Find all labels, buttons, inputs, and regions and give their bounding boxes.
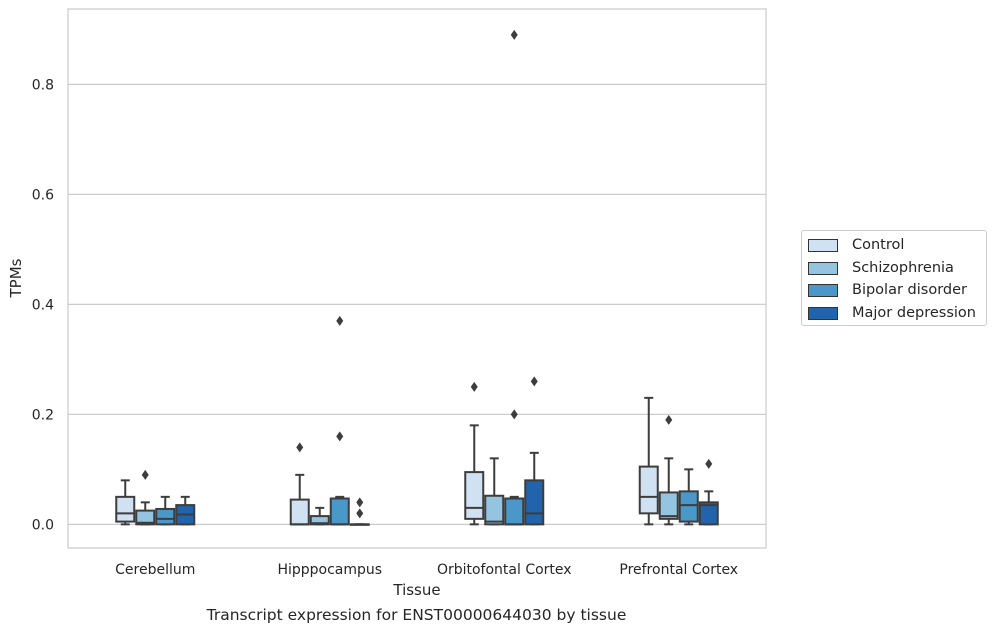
box-major-depression-hipppocampus: [349, 497, 370, 526]
box-control-prefrontal-cortex: [638, 396, 659, 526]
outlier-point: [530, 376, 538, 387]
legend-item-bipolar-disorder: Bipolar disorder: [808, 280, 967, 300]
outlier-point: [141, 469, 149, 480]
box-schizophrenia-prefrontal-cortex: [658, 414, 679, 526]
legend-swatch-major-depression: [808, 306, 838, 320]
boxes: [115, 29, 719, 526]
legend-item-schizophrenia: Schizophrenia: [808, 258, 954, 278]
box-bipolar-disorder-cerebellum: [155, 495, 176, 526]
box-schizophrenia-cerebellum: [135, 469, 156, 526]
box-bipolar-disorder-orbitofontal-cortex: [504, 29, 525, 526]
legend-label-schizophrenia: Schizophrenia: [852, 260, 954, 276]
box-schizophrenia-orbitofontal-cortex: [484, 457, 505, 526]
outlier-point: [296, 442, 304, 453]
x-tick-labels: Cerebellum Hipppocampus Orbitofontal Corte…: [115, 562, 738, 578]
box-schizophrenia-hipppocampus: [309, 506, 330, 526]
outlier-point: [705, 458, 713, 469]
x-tick-label: Orbitofontal Cortex: [437, 562, 572, 578]
x-axis-title: Tissue: [392, 581, 440, 599]
y-tick-label: 0.8: [32, 77, 54, 93]
box-major-depression-orbitofontal-cortex: [524, 376, 545, 526]
legend-swatch-bipolar-disorder: [808, 283, 838, 297]
legend-label-bipolar-disorder: Bipolar disorder: [852, 282, 967, 298]
legend-label-major-depression: Major depression: [852, 305, 976, 321]
x-tick-label: Hipppocampus: [277, 562, 382, 578]
chart-caption: Transcript expression for ENST0000064403…: [206, 606, 627, 624]
y-axis-title: TPMs: [7, 258, 25, 298]
y-tick-label: 0.6: [32, 187, 54, 203]
x-tick-label: Prefrontal Cortex: [619, 562, 738, 578]
legend: Control Schizophrenia Bipolar disorder M…: [801, 230, 987, 326]
outlier-point: [665, 414, 673, 425]
legend-swatch-schizophrenia: [808, 261, 838, 275]
box-control-hipppocampus: [289, 442, 310, 526]
outlier-point: [510, 29, 518, 40]
y-tick-label: 0.2: [32, 407, 54, 423]
legend-label-control: Control: [852, 237, 905, 253]
legend-item-major-depression: Major depression: [808, 303, 976, 323]
box-control-orbitofontal-cortex: [464, 381, 485, 526]
plot-area: [67, 8, 767, 549]
outlier-point: [336, 431, 344, 442]
outlier-point: [356, 497, 364, 508]
box-major-depression-prefrontal-cortex: [698, 458, 719, 526]
box-bipolar-disorder-hipppocampus: [329, 315, 350, 526]
outlier-point: [510, 409, 518, 420]
outlier-point: [356, 508, 364, 519]
box-bipolar-disorder-prefrontal-cortex: [678, 468, 699, 526]
y-tick-label: 0.0: [32, 517, 54, 533]
legend-item-control: Control: [808, 235, 904, 255]
y-tick-labels: 0.0 0.2 0.4 0.6 0.8: [32, 77, 54, 533]
y-tick-label: 0.4: [32, 297, 54, 313]
box-control-cerebellum: [115, 479, 136, 526]
legend-swatch-control: [808, 238, 838, 252]
x-tick-label: Cerebellum: [115, 562, 195, 578]
outlier-point: [336, 315, 344, 326]
box-major-depression-cerebellum: [175, 495, 196, 526]
outlier-point: [470, 381, 478, 392]
